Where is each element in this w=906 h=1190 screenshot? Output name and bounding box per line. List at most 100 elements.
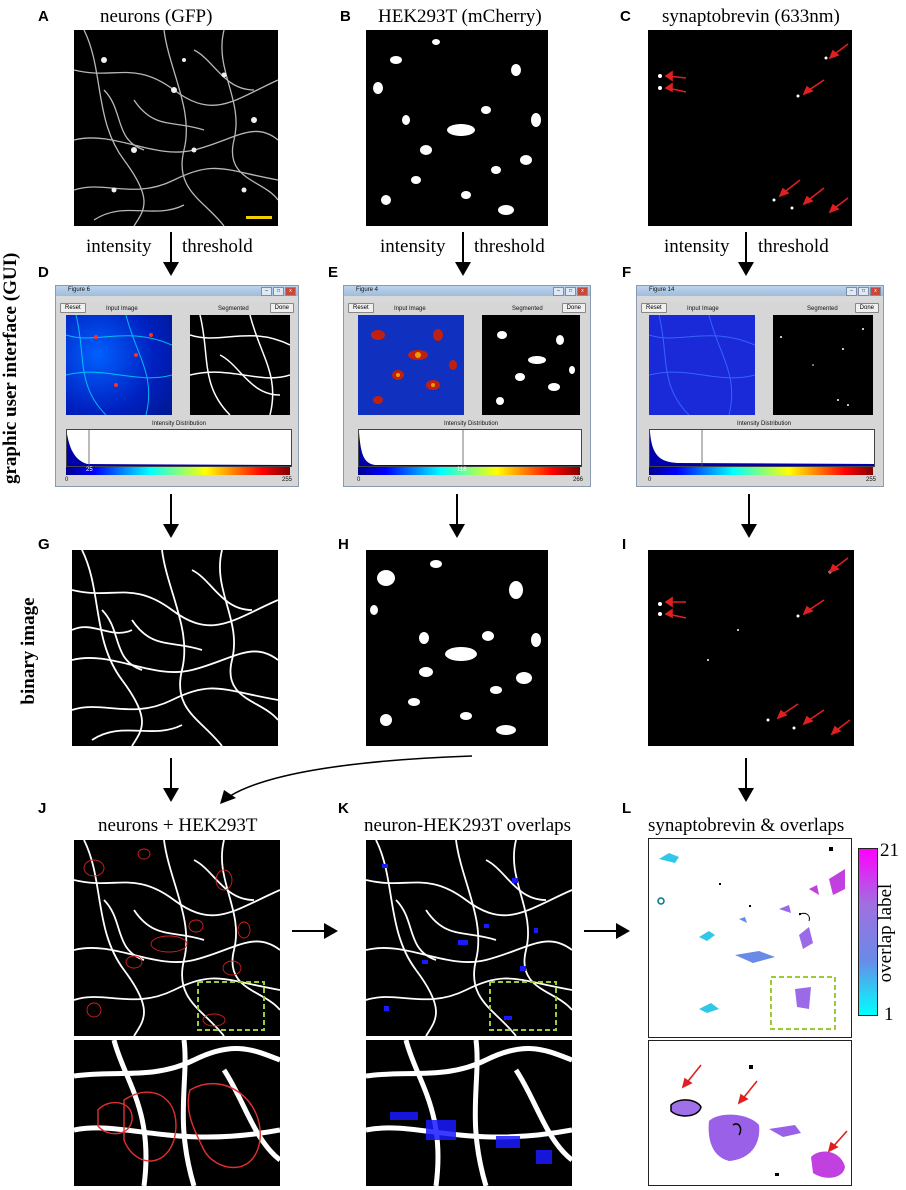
segmented-image — [773, 315, 873, 415]
close-icon[interactable]: x — [285, 287, 296, 296]
window-controls: – □ x — [553, 287, 588, 296]
colorbar-max: 21 — [880, 840, 899, 861]
panel-title-a: neurons (GFP) — [100, 6, 213, 27]
arrow-down-icon — [738, 758, 754, 802]
segmented-label: Segmented — [218, 306, 249, 312]
panel-label-i: I — [622, 536, 627, 553]
input-image-heatmap — [358, 315, 464, 415]
colormap-bar — [358, 467, 580, 475]
panel-title-l: synaptobrevin & overlaps — [648, 815, 845, 836]
panel-label-g: G — [38, 536, 50, 553]
segmented-label: Segmented — [512, 306, 543, 312]
done-button[interactable]: Done — [269, 303, 294, 313]
input-image-label: Input Image — [687, 306, 719, 312]
synaptobrevin-zoom-drawing — [670, 1064, 848, 1178]
panel-label-a: A — [38, 8, 49, 25]
arrow-down-icon — [449, 494, 465, 538]
arrow-right-icon — [584, 923, 630, 939]
synaptobrevin-overlaps-image — [648, 838, 852, 1038]
minimize-icon[interactable]: – — [846, 287, 857, 296]
panel-title-c: synaptobrevin (633nm) — [662, 6, 840, 27]
row-label-binary: binary image — [18, 597, 39, 705]
reset-button[interactable]: Reset — [641, 303, 667, 313]
overlap-colorbar — [858, 848, 878, 1016]
panel-label-e: E — [328, 264, 339, 281]
minimize-icon[interactable]: – — [261, 287, 272, 296]
input-image-label: Input Image — [106, 306, 138, 312]
axis-max: 255 — [866, 477, 877, 483]
neurons-gfp-drawing — [74, 30, 278, 226]
maximize-icon[interactable]: □ — [858, 287, 869, 296]
axis-max: 255 — [282, 477, 293, 483]
axis-min: 0 — [357, 477, 361, 483]
histogram — [649, 429, 875, 467]
binary-hek-drawing — [370, 560, 541, 735]
arrow-down-icon — [738, 232, 754, 276]
panel-label-l: L — [622, 800, 632, 817]
window-controls: – □ x — [846, 287, 881, 296]
colormap-bar — [649, 467, 873, 475]
input-heatmap-drawing — [649, 315, 755, 415]
segmented-drawing — [496, 331, 575, 405]
histogram-drawing — [67, 430, 291, 466]
overlaps-zoom-drawing — [366, 1040, 572, 1186]
panel-label-d: D — [38, 264, 49, 281]
binary-hek-image — [366, 550, 548, 746]
menubar — [637, 296, 883, 302]
reset-button[interactable]: Reset — [60, 303, 86, 313]
input-image-label: Input Image — [394, 306, 426, 312]
gui-window-e: Figure 4 – □ x Reset Done Input Image Segm… — [343, 285, 591, 487]
overlay-zoom-image — [74, 1040, 280, 1186]
binary-neurons-image — [72, 550, 278, 746]
arrow-down-icon — [163, 494, 179, 538]
gui-window-d: Figure 6 – □ x Reset Done Input Image Segm… — [55, 285, 299, 487]
titlebar — [637, 286, 883, 296]
curved-arrow-icon — [220, 755, 473, 804]
neurons-hek-overlay-image — [74, 840, 280, 1036]
maximize-icon[interactable]: □ — [565, 287, 576, 296]
panel-label-k: K — [338, 800, 349, 817]
arrow-down-icon — [163, 758, 179, 802]
window-title: Figure 6 — [68, 287, 91, 293]
maximize-icon[interactable]: □ — [273, 287, 284, 296]
roi-box — [197, 981, 265, 1031]
close-icon[interactable]: x — [870, 287, 881, 296]
overlaps-zoom-image — [366, 1040, 572, 1186]
panel-label-f: F — [622, 264, 632, 281]
flow-threshold-c: threshold — [758, 236, 829, 257]
row-label-gui: graphic user interface (GUI) — [0, 252, 21, 484]
flow-threshold-a: threshold — [182, 236, 253, 257]
input-image-heatmap — [649, 315, 755, 415]
binary-neurons-drawing — [72, 550, 278, 746]
colormap-bar — [66, 467, 290, 475]
axis-min: 0 — [648, 477, 652, 483]
synaptobrevin-drawing — [658, 43, 849, 214]
histogram-drawing — [359, 430, 581, 466]
panel-label-c: C — [620, 8, 631, 25]
synaptobrevin-overlaps-drawing — [657, 847, 845, 1030]
neurons-gfp-image — [74, 30, 278, 226]
arrow-down-icon — [163, 232, 179, 276]
colorbar-label: overlap label — [875, 883, 896, 983]
flow-intensity-c: intensity — [664, 236, 730, 257]
arrow-down-icon — [741, 494, 757, 538]
flow-intensity-b: intensity — [380, 236, 446, 257]
done-button[interactable]: Done — [854, 303, 879, 313]
axis-max: 266 — [573, 477, 584, 483]
segmented-drawing — [190, 315, 290, 415]
segmented-label: Segmented — [807, 306, 838, 312]
intensity-distribution-label: Intensity Distribution — [737, 421, 792, 427]
done-button[interactable]: Done — [561, 303, 586, 313]
segmented-drawing — [780, 328, 864, 406]
close-icon[interactable]: x — [577, 287, 588, 296]
panel-label-h: H — [338, 536, 349, 553]
flow-threshold-b: threshold — [474, 236, 545, 257]
menubar — [344, 296, 590, 302]
minimize-icon[interactable]: – — [553, 287, 564, 296]
binary-synaptobrevin-image — [648, 550, 854, 746]
reset-button[interactable]: Reset — [348, 303, 374, 313]
threshold-value: 25 — [86, 467, 93, 473]
window-controls: – □ x — [261, 287, 296, 296]
panel-title-j: neurons + HEK293T — [98, 815, 258, 836]
window-title: Figure 4 — [356, 287, 379, 293]
